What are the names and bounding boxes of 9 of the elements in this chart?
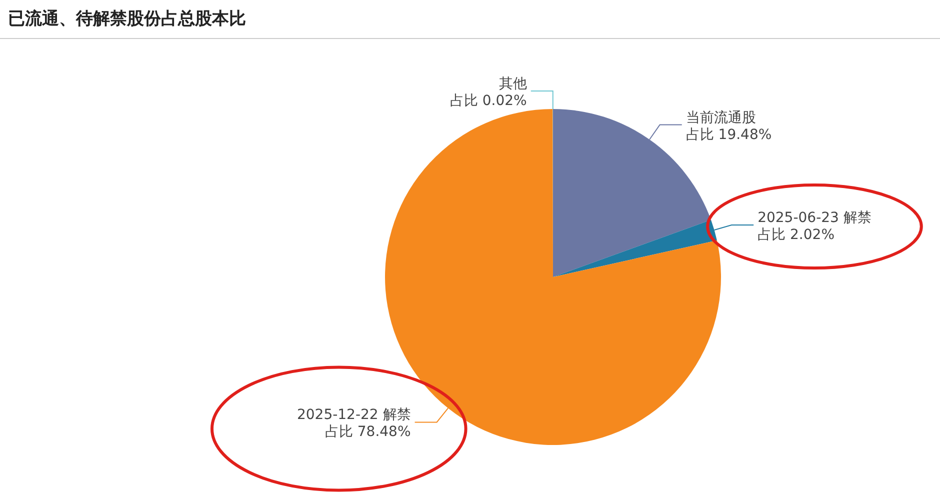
- data-label: 占比 2.02%: [758, 226, 835, 243]
- data-label: 占比 19.48%: [686, 126, 772, 143]
- slice-label: 2025-06-23 解禁: [758, 210, 872, 226]
- slice-label: 其他: [498, 76, 527, 92]
- data-label: 占比 0.02%: [450, 93, 527, 109]
- slice-label: 2025-12-22 解禁: [296, 407, 411, 424]
- text: 已流通、待解禁股份占总股本比: [8, 9, 246, 29]
- slice-label: 当前流通股: [686, 110, 756, 126]
- data-label: 占比 78.48%: [324, 424, 411, 440]
